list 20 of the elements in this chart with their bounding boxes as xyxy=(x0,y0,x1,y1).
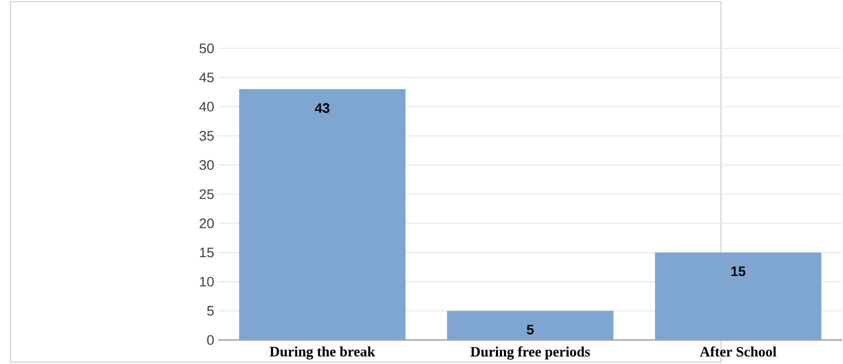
y-tick-label: 35 xyxy=(200,131,214,141)
y-tick-label: 40 xyxy=(199,102,214,112)
y-tick-label: 25 xyxy=(200,189,214,200)
y-tick-label: 50 xyxy=(200,44,214,54)
x-tick-label: During the break xyxy=(270,346,376,360)
y-tick-label: 30 xyxy=(200,160,214,170)
data-label: 5 xyxy=(526,324,534,334)
bar xyxy=(654,252,822,340)
x-tick-label: During free periods xyxy=(470,346,590,360)
y-tick-label: 45 xyxy=(199,72,214,82)
y-tick-label: 5 xyxy=(207,306,214,316)
data-label: 43 xyxy=(314,103,330,113)
bar xyxy=(239,89,406,340)
y-tick-label: 20 xyxy=(200,218,214,228)
data-label: 15 xyxy=(731,266,746,276)
bar xyxy=(447,310,614,340)
y-tick-label: 10 xyxy=(200,276,214,287)
y-tick-label: 0 xyxy=(207,335,214,345)
x-tick-label: After School xyxy=(700,346,776,357)
y-tick-label: 15 xyxy=(200,248,214,258)
